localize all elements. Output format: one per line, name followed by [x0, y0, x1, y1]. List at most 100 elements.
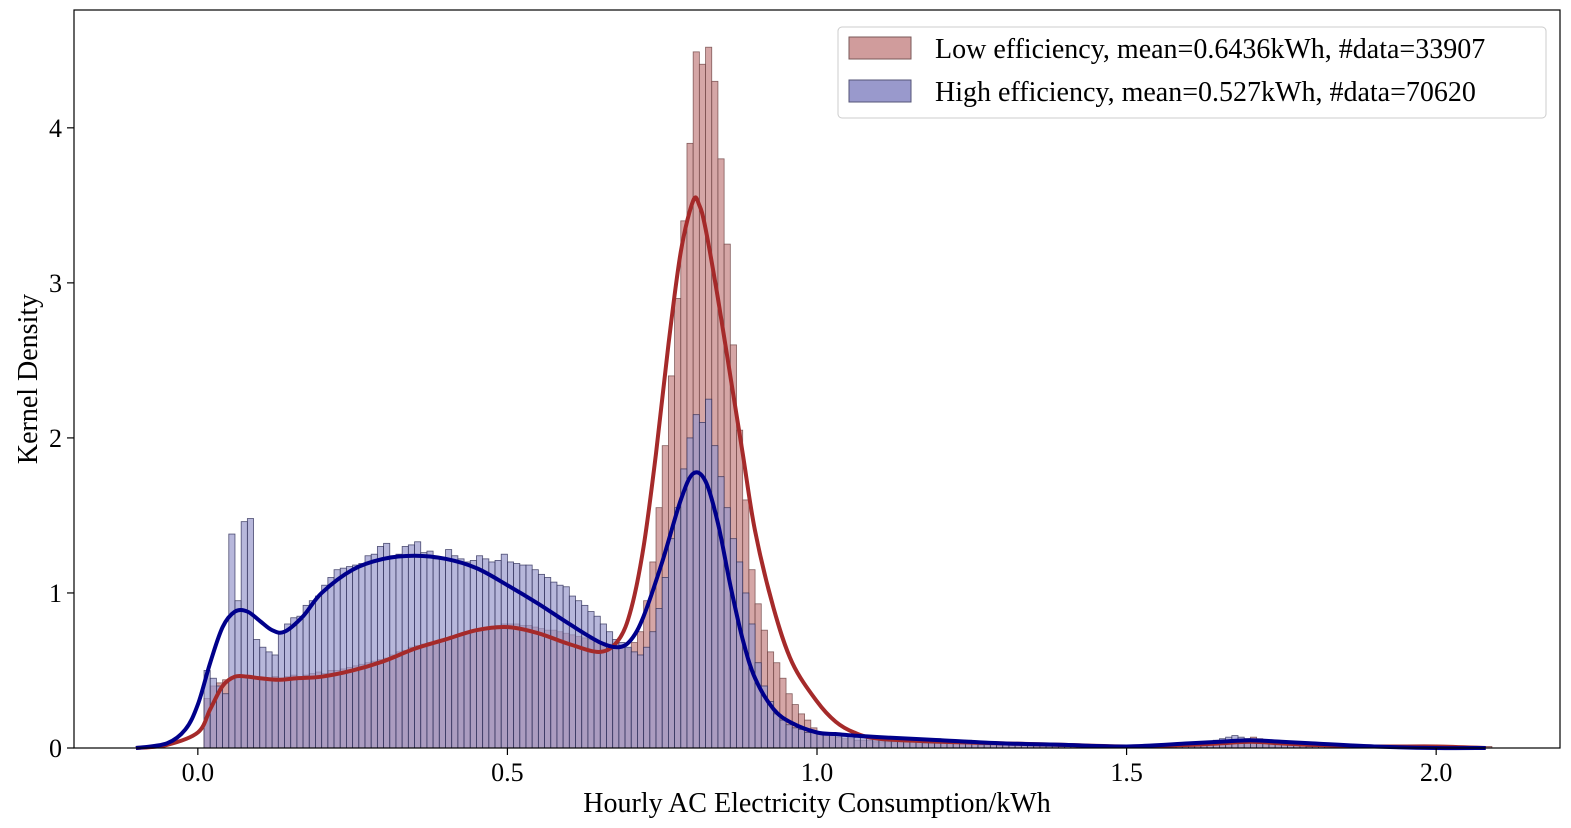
- x-tick-label: 0.0: [182, 758, 215, 787]
- high-efficiency-hist-bar: [742, 592, 750, 749]
- x-tick-label: 1.5: [1110, 758, 1143, 787]
- high-efficiency-hist-bar: [668, 538, 675, 749]
- high-efficiency-hist-bar: [364, 555, 372, 749]
- legend-label-high: High efficiency, mean=0.527kWh, #data=70…: [935, 77, 1476, 108]
- high-efficiency-hist-bar: [451, 555, 459, 749]
- high-efficiency-hist-bar: [209, 677, 217, 749]
- high-efficiency-hist-bar: [643, 646, 651, 749]
- high-efficiency-hist-bar: [692, 414, 700, 749]
- high-efficiency-hist-bar: [426, 550, 434, 749]
- high-efficiency-hist-bar: [630, 651, 638, 749]
- high-efficiency-hist-bar: [333, 569, 341, 749]
- high-efficiency-hist-bar: [835, 735, 843, 749]
- high-efficiency-hist-bar: [228, 533, 236, 749]
- high-efficiency-hist-bar: [593, 615, 601, 749]
- high-efficiency-hist-bar: [816, 733, 824, 749]
- high-efficiency-hist-bar: [240, 521, 248, 749]
- high-efficiency-hist-bar: [438, 556, 446, 749]
- high-efficiency-hist-bar: [544, 577, 552, 749]
- y-tick-label: 2: [49, 424, 62, 453]
- high-efficiency-hist-bar: [476, 555, 484, 749]
- high-efficiency-hist-bar: [494, 560, 502, 749]
- high-efficiency-hist-bar: [445, 549, 453, 749]
- high-efficiency-hist-bar: [562, 586, 570, 749]
- high-efficiency-hist-bar: [581, 604, 589, 749]
- high-efficiency-hist-bar: [376, 546, 384, 749]
- high-efficiency-hist-bar: [432, 558, 440, 749]
- high-efficiency-hist-bar: [537, 573, 545, 749]
- high-efficiency-hist-bar: [401, 546, 409, 749]
- high-efficiency-hist-bar: [612, 639, 620, 749]
- legend-frame: [837, 26, 1547, 119]
- y-axis-title: Kernel Density: [13, 294, 44, 464]
- high-efficiency-hist-bar: [698, 422, 706, 749]
- high-efficiency-hist-bar: [389, 555, 397, 749]
- high-efficiency-hist-bar: [624, 646, 632, 749]
- x-axis: 0.0 0.5 1.0 1.5 2.0: [182, 748, 1453, 787]
- high-efficiency-hist-bar: [284, 623, 292, 749]
- high-efficiency-hist-bar: [420, 552, 428, 749]
- high-efficiency-hist-bar: [253, 639, 261, 749]
- high-efficiency-hist-bar: [370, 553, 378, 749]
- high-efficiency-hist-bar: [748, 623, 756, 749]
- high-efficiency-hist-bar: [457, 558, 465, 749]
- x-tick-label: 2.0: [1420, 758, 1453, 787]
- high-efficiency-hist-bar: [259, 646, 267, 749]
- high-efficiency-hist-bar: [531, 569, 539, 749]
- high-efficiency-hist-bar: [271, 654, 279, 749]
- high-efficiency-hist-bar: [395, 553, 403, 749]
- high-efficiency-hist-bar: [556, 584, 564, 749]
- high-efficiency-hist-bar: [463, 561, 471, 749]
- high-efficiency-hist-bar: [469, 560, 477, 749]
- high-efficiency-hist-bar: [277, 631, 285, 749]
- y-axis: 0 1 2 3 4: [49, 114, 74, 763]
- high-efficiency-hist-bar: [779, 719, 787, 749]
- high-efficiency-hist-bar: [222, 693, 230, 749]
- high-efficiency-hist-bar: [488, 561, 496, 749]
- high-efficiency-hist-bar: [680, 468, 688, 749]
- legend-swatch-high: [848, 79, 912, 103]
- high-efficiency-hist-bar: [705, 398, 713, 749]
- high-efficiency-hist-bar: [785, 724, 793, 749]
- high-efficiency-hist-bar: [828, 733, 836, 749]
- high-efficiency-hist-bar: [674, 507, 682, 749]
- high-efficiency-hist-bar: [655, 608, 663, 749]
- high-efficiency-hist-bar: [822, 733, 830, 749]
- high-efficiency-hist-bar: [550, 581, 558, 749]
- high-efficiency-hist-bar: [346, 566, 354, 749]
- high-efficiency-hist-bar: [618, 642, 626, 749]
- high-efficiency-hist-bar: [321, 584, 329, 749]
- high-efficiency-hist-bar: [383, 542, 391, 749]
- legend-label-low: Low efficiency, mean=0.6436kWh, #data=33…: [935, 34, 1485, 65]
- high-efficiency-hist-bar: [358, 563, 366, 749]
- high-efficiency-hist-bar: [723, 507, 731, 749]
- high-efficiency-hist-bar: [327, 577, 335, 749]
- high-efficiency-hist-bar: [649, 631, 657, 749]
- high-efficiency-hist-bar: [729, 538, 737, 749]
- legend-swatch-low: [848, 36, 912, 60]
- y-tick-label: 4: [49, 114, 62, 143]
- high-efficiency-hist-bar: [717, 476, 725, 749]
- high-efficiency-hist-bar: [315, 595, 323, 749]
- high-efficiency-hist-bar: [736, 561, 744, 749]
- high-efficiency-hist-bar: [246, 518, 254, 749]
- high-efficiency-hist-bar: [804, 732, 812, 749]
- high-efficiency-hist-bar: [791, 727, 799, 749]
- y-tick-label: 3: [49, 269, 62, 298]
- high-efficiency-kde-line: [135, 470, 1486, 751]
- high-efficiency-hist-bar: [525, 564, 533, 749]
- x-tick-label: 1.0: [801, 758, 834, 787]
- high-efficiency-hist-bar: [637, 654, 645, 749]
- high-efficiency-hist-bar: [414, 541, 422, 749]
- x-tick-label: 0.5: [491, 758, 524, 787]
- high-efficiency-hist-bar: [296, 615, 304, 749]
- high-efficiency-hist-bar: [308, 600, 316, 749]
- kde-curves: [135, 195, 1486, 751]
- high-efficiency-hist-bar: [568, 595, 576, 749]
- high-efficiency-hist-bar: [290, 617, 298, 749]
- high-efficiency-hist-bar: [265, 651, 273, 749]
- high-efficiency-hist-bar: [711, 445, 719, 749]
- y-tick-label: 1: [49, 579, 62, 608]
- high-efficiency-hist-bar: [339, 567, 347, 749]
